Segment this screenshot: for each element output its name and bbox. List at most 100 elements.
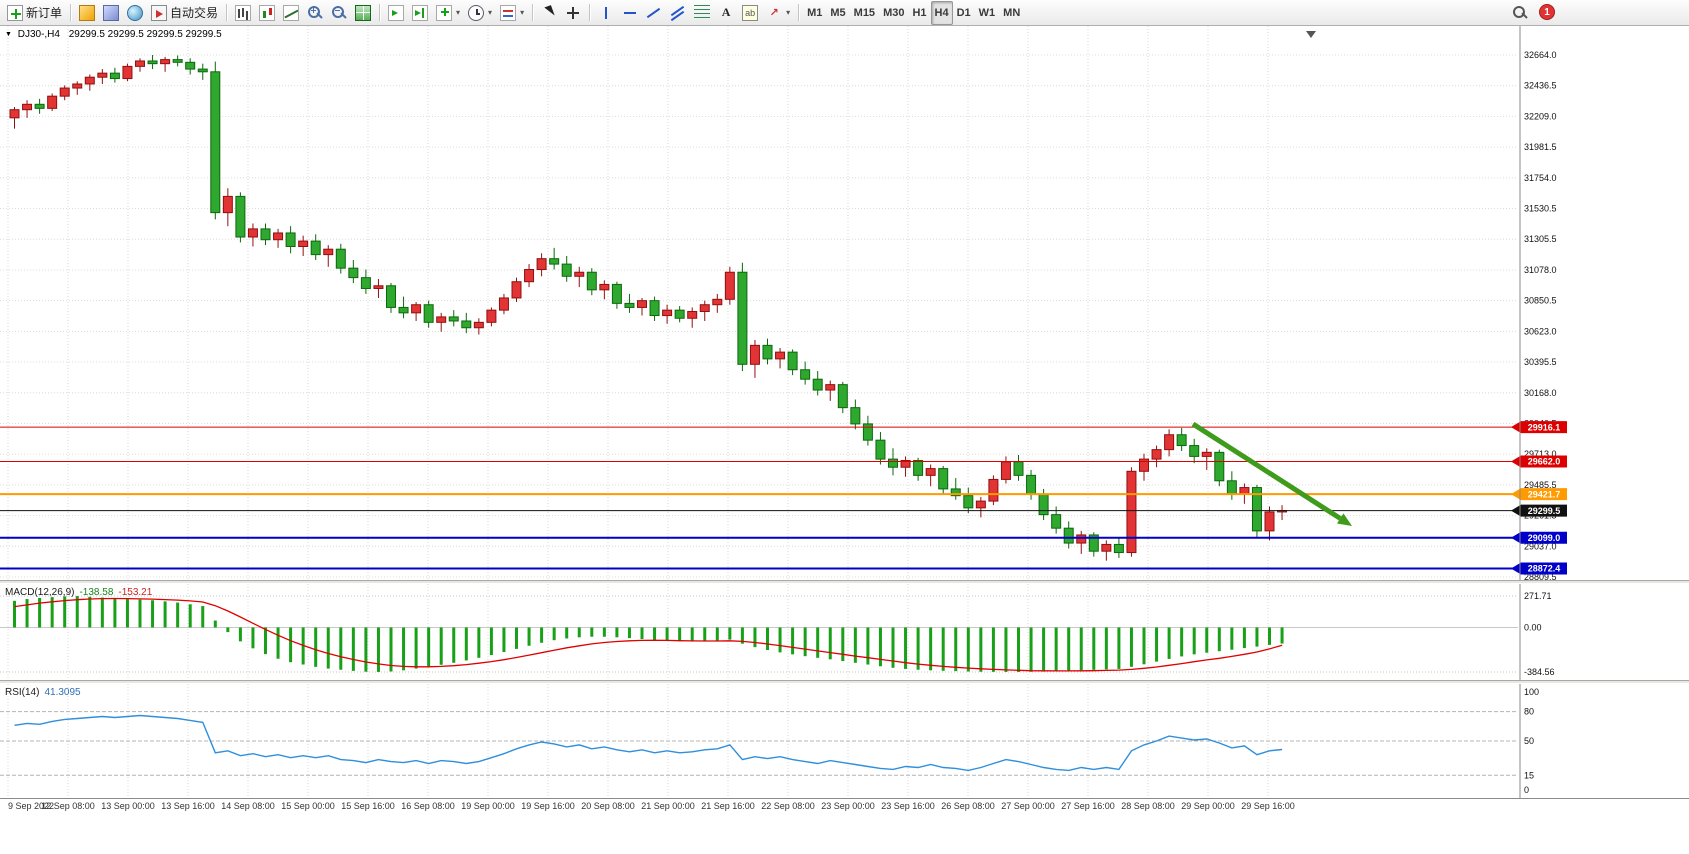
line-chart-button[interactable]: [279, 1, 303, 25]
cascade-icon: [79, 4, 96, 21]
svg-text:30623.0: 30623.0: [1524, 326, 1557, 336]
zoom-in-button[interactable]: [303, 1, 327, 25]
svg-text:32664.0: 32664.0: [1524, 50, 1557, 60]
date-label: 28 Sep 08:00: [1121, 801, 1175, 811]
templates-button[interactable]: ▾: [496, 1, 528, 25]
arrows-button[interactable]: ▾: [762, 1, 794, 25]
text-label-button[interactable]: [738, 1, 762, 25]
crosshair-icon: [565, 5, 581, 21]
dropdown-caret-icon[interactable]: ▾: [520, 8, 525, 17]
fibo-icon: [694, 4, 711, 21]
charts-cascade-button[interactable]: [75, 1, 99, 25]
svg-text:29662.0: 29662.0: [1528, 457, 1561, 467]
search-icon[interactable]: [1512, 5, 1528, 21]
vertical-line-button[interactable]: [594, 1, 618, 25]
bar-chart-button[interactable]: [231, 1, 255, 25]
price-line-29662.0[interactable]: 29662.0: [0, 455, 1567, 468]
date-label: 15 Sep 00:00: [281, 801, 335, 811]
data-window-button[interactable]: [123, 1, 147, 25]
text-button[interactable]: [714, 1, 738, 25]
date-label: 20 Sep 08:00: [581, 801, 635, 811]
svg-text:30850.5: 30850.5: [1524, 296, 1557, 306]
macd-panel-canvas[interactable]: 271.71 0.00 -384.56: [0, 584, 1689, 680]
dropdown-caret-icon[interactable]: ▾: [488, 8, 493, 17]
neworder-icon: [7, 4, 23, 21]
svg-text:32436.5: 32436.5: [1524, 81, 1557, 91]
time-axis[interactable]: 9 Sep 2022 12 Sep 08:00 13 Sep 00:00 13 Sep…: [0, 801, 1689, 816]
trend-arrow-annotation[interactable]: [1191, 421, 1352, 526]
main-chart-canvas[interactable]: 32664.0 32436.5 32209.0 31981.5 31754.0 31530…: [0, 26, 1689, 580]
tf-m5[interactable]: M5: [826, 1, 849, 25]
svg-text:29099.0: 29099.0: [1528, 533, 1561, 543]
new-order-button[interactable]: 新订单: [3, 1, 66, 25]
rsi-scale[interactable]: 100 80 50 15 0: [1524, 687, 1539, 795]
trendline-button[interactable]: [642, 1, 666, 25]
panel-separator[interactable]: [0, 680, 1689, 684]
tf-d1[interactable]: D1: [953, 1, 975, 25]
date-label: 22 Sep 08:00: [761, 801, 815, 811]
horizontal-line-button[interactable]: [618, 1, 642, 25]
tf-m30[interactable]: M30: [879, 1, 908, 25]
macd-signal-line: [14, 597, 1283, 672]
svg-text:28872.4: 28872.4: [1528, 564, 1561, 574]
toolbar-items: 新订单 自动交易 ▾ ▾ ▾ ▾ M1 M5 M15 M30 H1 H4 D1 W1 MN: [3, 0, 1024, 25]
tf-m15[interactable]: M15: [850, 1, 879, 25]
zoom-out-button[interactable]: [327, 1, 351, 25]
notification-badge[interactable]: 1: [1539, 4, 1555, 20]
cursor-button[interactable]: [537, 1, 561, 25]
dropdown-caret-icon[interactable]: ▾: [456, 8, 461, 17]
chart-shift-marker[interactable]: [1306, 31, 1316, 38]
macd-label: MACD(12,26,9) -138.58 -153.21: [5, 587, 152, 598]
indicators-icon: [436, 4, 453, 21]
toolbar-separator: [798, 4, 800, 21]
tf-m5-label: M5: [830, 6, 846, 19]
chart-header: ▼ DJ30-,H4 29299.5 29299.5 29299.5 29299…: [5, 29, 222, 40]
macd-scale[interactable]: 271.71 0.00 -384.56: [1524, 591, 1555, 677]
rsi-panel-canvas[interactable]: 100 80 50 15 0: [0, 684, 1689, 798]
price-line-29099.0[interactable]: 29099.0: [0, 531, 1567, 544]
channel-button[interactable]: [666, 1, 690, 25]
tf-m1[interactable]: M1: [803, 1, 826, 25]
autotrading-icon: [151, 4, 168, 21]
date-label: 26 Sep 08:00: [941, 801, 995, 811]
date-label: 21 Sep 16:00: [701, 801, 755, 811]
candlestick-chart-button[interactable]: [255, 1, 279, 25]
vertical-gridlines: [7, 26, 1269, 580]
tf-h4[interactable]: H4: [930, 0, 953, 25]
svg-text:271.71: 271.71: [1524, 591, 1552, 601]
svg-text:29713.0: 29713.0: [1524, 449, 1557, 459]
panel-separator[interactable]: [0, 580, 1689, 584]
fibonacci-button[interactable]: [690, 1, 714, 25]
chart-shift-button[interactable]: [408, 1, 432, 25]
date-label: 9 Sep 2022: [8, 801, 55, 811]
new-order-button-label: 新订单: [26, 6, 63, 20]
tf-d1-label: D1: [956, 6, 971, 19]
tf-h1-label: H1: [912, 6, 927, 19]
indicators-button[interactable]: ▾: [432, 1, 464, 25]
autotrading-button[interactable]: 自动交易: [147, 1, 222, 25]
dropdown-caret-icon[interactable]: ▾: [786, 8, 791, 17]
crosshair-button[interactable]: [561, 1, 585, 25]
chart-menu-icon[interactable]: ▼: [5, 31, 12, 38]
rsi-value: 41.3095: [44, 687, 81, 698]
tf-m30-label: M30: [883, 6, 905, 19]
auto-scroll-button[interactable]: [384, 1, 408, 25]
date-label: 23 Sep 16:00: [881, 801, 935, 811]
channel-icon: [670, 5, 686, 21]
svg-text:100: 100: [1524, 687, 1539, 697]
tf-mn[interactable]: MN: [999, 1, 1024, 25]
periods-button[interactable]: ▾: [464, 1, 496, 25]
tf-w1[interactable]: W1: [975, 1, 1000, 25]
tile-windows-button[interactable]: [351, 1, 375, 25]
autotrading-button-label: 自动交易: [170, 6, 219, 20]
tf-h1[interactable]: H1: [908, 1, 930, 25]
price-line-29299.5[interactable]: 29299.5: [0, 504, 1567, 517]
profiles-button[interactable]: [99, 1, 123, 25]
price-line-29421.7[interactable]: 29421.7: [0, 488, 1567, 501]
svg-text:28809.5: 28809.5: [1524, 572, 1557, 580]
price-scale[interactable]: 32664.0 32436.5 32209.0 31981.5 31754.0 31530…: [1524, 50, 1557, 580]
svg-text:29299.5: 29299.5: [1528, 506, 1561, 516]
price-line-28872.4[interactable]: 28872.4: [0, 562, 1567, 575]
price-line-29916.1[interactable]: 29916.1: [0, 421, 1567, 434]
